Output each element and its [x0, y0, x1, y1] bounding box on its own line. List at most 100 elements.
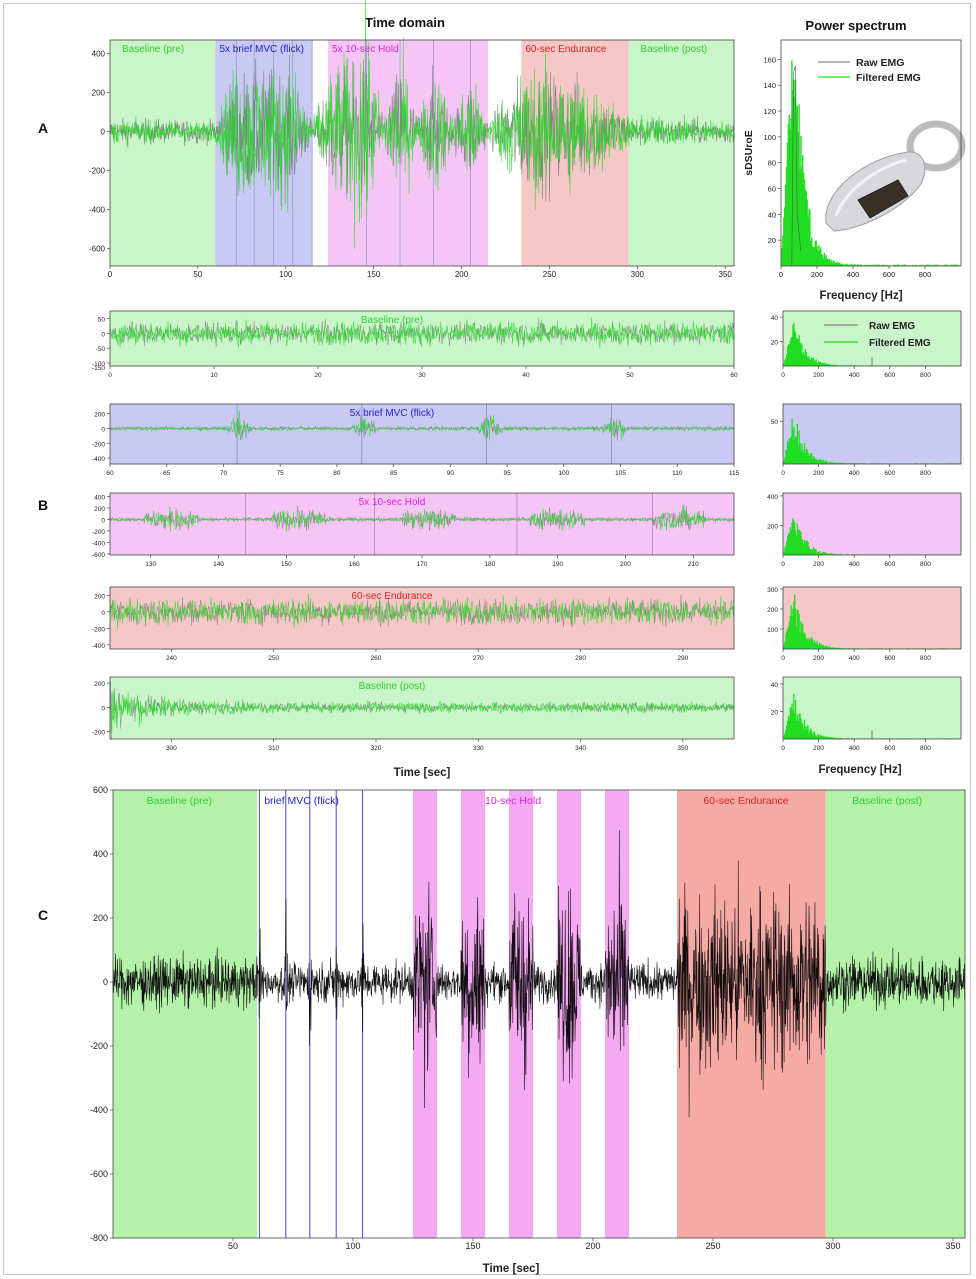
- spectrum-bar: [818, 459, 821, 464]
- time-x-label-b: Time [sec]: [394, 767, 451, 779]
- spectrum-bar: [855, 463, 857, 464]
- spectrum-bar: [826, 737, 828, 739]
- spectrum-bar: [817, 459, 819, 464]
- spectrum-bar: [820, 362, 823, 366]
- spectrum-bar: [810, 452, 813, 464]
- spectrum-bar: [822, 258, 825, 266]
- spectrum-bar: [884, 265, 887, 266]
- x-tick-label: 85: [390, 470, 398, 477]
- spectrum-bar: [794, 436, 797, 464]
- spectrum-bar: [787, 534, 790, 555]
- spectrum-bar: [791, 60, 793, 266]
- spectrum-bar: [805, 638, 807, 649]
- x-tick-label: 260: [371, 655, 382, 662]
- spectrum-bar: [815, 359, 817, 366]
- spectrum-bar: [799, 713, 801, 739]
- y-tick-label: 600: [93, 785, 108, 795]
- spectrum-bar: [837, 261, 839, 266]
- y-tick-label: 200: [93, 913, 108, 923]
- spectrum-bar: [799, 632, 801, 649]
- spectrum-bar: [869, 264, 871, 266]
- spectrum-bar: [782, 235, 784, 266]
- spectrum-bar: [826, 646, 828, 649]
- spectrum-bar: [813, 640, 815, 649]
- spectrum-bar: [830, 462, 832, 464]
- series-filtered: [109, 504, 735, 532]
- panel-b2-time: 5x brief MVC (flick) 60 65 70 75 80 85 90 95 100 1…: [92, 403, 740, 477]
- x-tick-label: 400: [849, 470, 860, 477]
- spectrum-bar: [783, 217, 785, 266]
- spectrum-bar: [786, 440, 789, 464]
- panel-b3-power: 0 200 400 600 800 200 400: [767, 492, 962, 568]
- power-spectrum-header: Power spectrum: [805, 18, 906, 33]
- y-tick-label: -200: [89, 167, 106, 176]
- spectrum-bar: [802, 172, 805, 266]
- spectrum-bar: [822, 735, 824, 739]
- x-tick-label: 400: [847, 270, 860, 279]
- spectrum-bar: [814, 240, 816, 266]
- spectrum-bar: [792, 608, 794, 649]
- series-filtered: [109, 317, 735, 349]
- x-tick-label: 800: [920, 655, 931, 662]
- spectrum-bar: [817, 250, 819, 266]
- spectrum-bar: [937, 264, 940, 266]
- spectrum-bar: [874, 264, 876, 266]
- spectrum-bar: [813, 247, 816, 266]
- spectrum-bar: [811, 733, 814, 739]
- spectrum-bar: [831, 462, 833, 464]
- spectrum-bar: [786, 629, 789, 649]
- x-tick-label: 150: [367, 270, 381, 279]
- y-tick-label: -400: [90, 1105, 108, 1115]
- spectrum-bar: [793, 520, 795, 555]
- region-magenta: [783, 493, 961, 555]
- spectrum-bar: [821, 460, 823, 464]
- spectrum-bar: [820, 460, 823, 464]
- spectrum-bar: [787, 626, 790, 649]
- spectrum-bar: [810, 637, 813, 649]
- spectrum-bar: [944, 264, 946, 266]
- spectrum-bar: [817, 552, 819, 555]
- spectrum-bar: [804, 348, 807, 366]
- y-tick-label: 400: [767, 494, 778, 501]
- spectrum-bar: [800, 135, 802, 266]
- spectrum-bar: [808, 356, 810, 366]
- spectrum-bar: [845, 264, 847, 266]
- x-tick-label: 350: [945, 1241, 960, 1251]
- spectrum-bar: [836, 648, 839, 649]
- spectrum-bar: [805, 191, 807, 266]
- spectrum-bar: [794, 522, 796, 555]
- spectrum-bar: [815, 735, 817, 739]
- spectrum-bar: [812, 732, 815, 739]
- spectrum-bar: [794, 332, 797, 366]
- x-tick-label: 60: [106, 470, 114, 477]
- region-label: brief MVC (flick): [264, 795, 339, 807]
- region-label: 60-sec Endurance: [525, 44, 607, 55]
- spectrum-bar: [853, 264, 855, 266]
- spectrum-bar: [835, 737, 838, 739]
- spectrum-bar: [927, 264, 929, 266]
- spectrum-bar: [840, 553, 842, 555]
- spectrum-bar: [831, 647, 833, 649]
- spectrum-bar: [837, 738, 839, 739]
- y-tick-label: 400: [94, 494, 105, 501]
- spectrum-bar: [788, 532, 791, 555]
- x-tick-label: 310: [268, 745, 279, 752]
- x-tick-label: 800: [920, 372, 931, 379]
- spectrum-bar: [798, 104, 800, 267]
- x-tick-label: 250: [705, 1241, 720, 1251]
- spectrum-bar: [824, 460, 826, 464]
- spectrum-bar: [829, 646, 831, 649]
- spectrum-bar: [812, 643, 815, 649]
- spectrum-bar: [803, 719, 806, 739]
- spectrum-bar: [796, 523, 799, 555]
- spectrum-bar: [797, 131, 799, 266]
- spectrum-bar: [795, 536, 798, 555]
- spectrum-bar: [929, 264, 932, 266]
- spectrum-bar: [825, 363, 827, 366]
- x-tick-label: 200: [813, 655, 824, 662]
- spectrum-bar: [827, 364, 829, 366]
- spectrum-bar: [786, 354, 788, 366]
- y-tick-label: 200: [94, 506, 105, 513]
- plot-frame: [782, 586, 962, 650]
- spectrum-bar: [808, 640, 810, 649]
